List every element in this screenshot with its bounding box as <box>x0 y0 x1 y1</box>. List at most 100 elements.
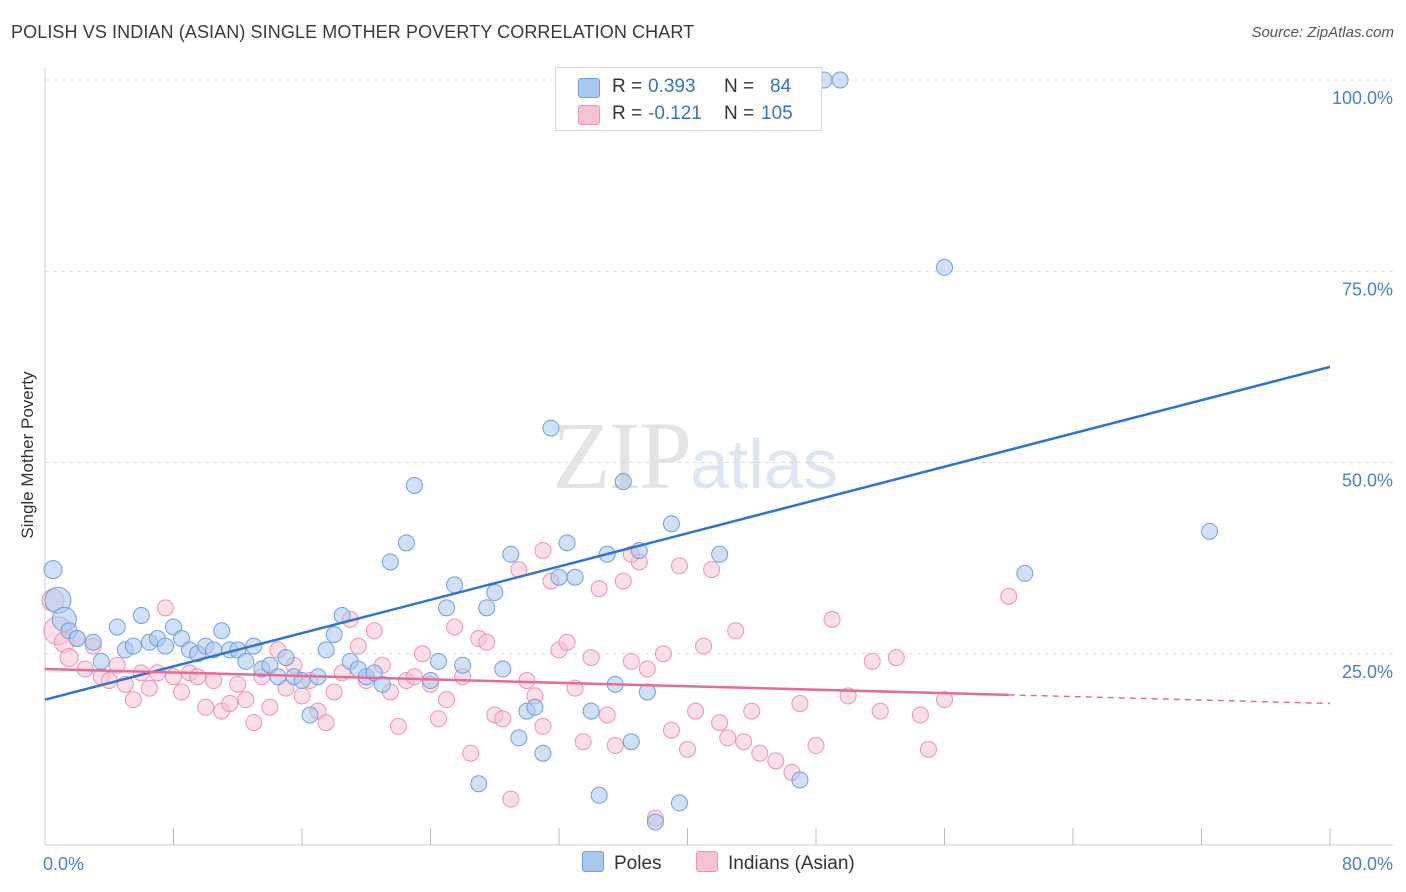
indians-point <box>349 637 367 655</box>
indians-point <box>108 656 126 674</box>
poles-point <box>550 568 568 586</box>
poles-point <box>1201 522 1219 540</box>
poles-point <box>1016 564 1034 582</box>
indians-point <box>871 702 889 720</box>
y-axis-title: Single Mother Poverty <box>18 371 37 539</box>
indians-point <box>317 714 335 732</box>
x-tick-label: 0.0% <box>43 854 84 874</box>
poles-point <box>132 607 150 624</box>
indians-point <box>173 683 191 701</box>
indians-point <box>687 702 705 720</box>
indians-point <box>936 691 953 709</box>
poles-point <box>301 706 319 724</box>
indians-point <box>293 687 311 705</box>
poles-point <box>454 656 472 674</box>
indians-point <box>863 652 881 670</box>
indians-point <box>711 714 729 732</box>
indians-point <box>911 706 929 724</box>
indians-point <box>558 633 576 651</box>
indians-point <box>325 683 343 701</box>
poles-point <box>156 637 174 655</box>
indians-point <box>887 649 905 667</box>
poles-point <box>68 629 86 647</box>
poles-point <box>526 698 544 716</box>
poles-point <box>43 560 63 580</box>
indians-point <box>237 691 255 709</box>
indians-point <box>413 645 431 663</box>
indians-point <box>59 648 79 668</box>
indians-point <box>743 702 761 720</box>
poles-point <box>662 515 680 533</box>
poles-point <box>614 473 632 491</box>
poles-point <box>397 534 415 552</box>
poles-legend-swatch <box>582 851 604 872</box>
poles-point <box>381 553 399 571</box>
indians-point <box>124 691 142 709</box>
poles-n-value: 84 <box>770 76 792 97</box>
poles-point <box>470 775 488 793</box>
poles-point <box>213 622 231 640</box>
trend-lines <box>44 365 1331 705</box>
indians-point <box>807 737 825 755</box>
indians-point <box>823 610 841 628</box>
indians-legend-label: Indians (Asian) <box>728 853 855 874</box>
indians-point <box>590 580 608 598</box>
indians-trend-line <box>44 667 1009 697</box>
indians-r-label: R = <box>612 103 643 124</box>
indians-point <box>518 672 536 690</box>
poles-point <box>237 652 255 670</box>
poles-n-label: N = <box>724 76 755 97</box>
poles-point <box>590 786 608 804</box>
indians-point <box>582 649 600 667</box>
poles-point <box>791 771 809 789</box>
x-tick-label: 80.0% <box>1342 854 1393 874</box>
indians-point <box>189 668 207 686</box>
indians-point <box>502 790 520 808</box>
indians-point <box>622 652 640 670</box>
y-tick-label: 75.0% <box>1342 279 1393 299</box>
y-tick-label: 50.0% <box>1342 471 1393 491</box>
poles-swatch <box>578 78 600 98</box>
indians-point <box>405 668 423 686</box>
indians-point <box>598 706 616 724</box>
poles-point <box>373 675 391 693</box>
poles-point <box>124 637 142 655</box>
y-tick-label: 25.0% <box>1342 662 1393 682</box>
poles-point <box>446 576 464 594</box>
indians-point <box>446 618 464 636</box>
indians-swatch <box>578 105 600 125</box>
correlation-legend: R = 0.393 N = 84 R = -0.121 N = 105 <box>555 67 822 131</box>
indians-point <box>430 710 448 728</box>
indians-point <box>197 698 215 716</box>
indians-point <box>221 694 239 712</box>
poles-r-value: 0.393 <box>648 76 696 97</box>
poles-point <box>534 744 552 762</box>
indians-point <box>719 729 737 747</box>
watermark-atlas: atlas <box>690 425 838 503</box>
poles-point <box>558 534 576 552</box>
poles-r-label: R = <box>612 76 643 97</box>
poles-point <box>582 702 600 720</box>
indians-n-value: 105 <box>761 103 793 124</box>
poles-point <box>325 626 343 644</box>
axes <box>44 68 1393 846</box>
indians-point <box>365 622 383 640</box>
indians-point <box>638 660 656 678</box>
indians-point <box>534 717 552 735</box>
indians-point <box>703 561 721 579</box>
indians-point <box>679 740 696 758</box>
indians-trend-extension <box>1008 694 1331 705</box>
poles-point <box>277 649 295 667</box>
poles-point <box>438 599 456 617</box>
poles-point <box>670 794 688 812</box>
indians-point <box>140 679 158 697</box>
indians-r-value: -0.121 <box>648 103 702 124</box>
poles-point <box>646 813 664 831</box>
indians-point <box>534 541 552 559</box>
poles-point <box>84 633 102 651</box>
tick-labels: 25.0% 50.0% 75.0% 100.0% 0.0% 80.0% <box>43 88 1393 874</box>
indians-point <box>245 714 263 732</box>
legend-item-poles: Poles <box>582 851 662 875</box>
indians-point <box>614 572 632 590</box>
indians-point <box>919 740 937 758</box>
